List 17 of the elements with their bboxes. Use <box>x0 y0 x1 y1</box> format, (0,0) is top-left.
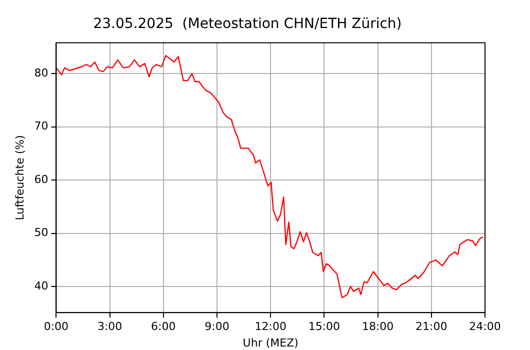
x-tick-label: 3:00 <box>97 320 122 334</box>
y-tick-label: 50 <box>34 226 48 240</box>
y-tick-label: 40 <box>34 279 48 292</box>
x-tick-label: 0:00 <box>44 320 69 334</box>
x-tick-label: 24:00 <box>469 320 501 334</box>
y-axis-title: Luftfeuchte (%) <box>13 135 26 220</box>
chart-title: 23.05.2025 (Meteostation CHN/ETH Zürich) <box>93 16 402 32</box>
x-axis-title: Uhr (MEZ) <box>242 336 298 350</box>
x-tick-label: 18:00 <box>362 320 394 334</box>
y-tick-label: 60 <box>34 172 48 186</box>
x-tick-label: 6:00 <box>151 320 176 334</box>
y-tick-label: 80 <box>34 66 48 80</box>
x-tick-label: 15:00 <box>308 320 340 334</box>
x-tick-label: 9:00 <box>204 320 230 334</box>
x-tick-label: 12:00 <box>254 320 286 334</box>
y-tick-label: 70 <box>34 120 48 133</box>
x-tick-label: 21:00 <box>416 320 448 334</box>
